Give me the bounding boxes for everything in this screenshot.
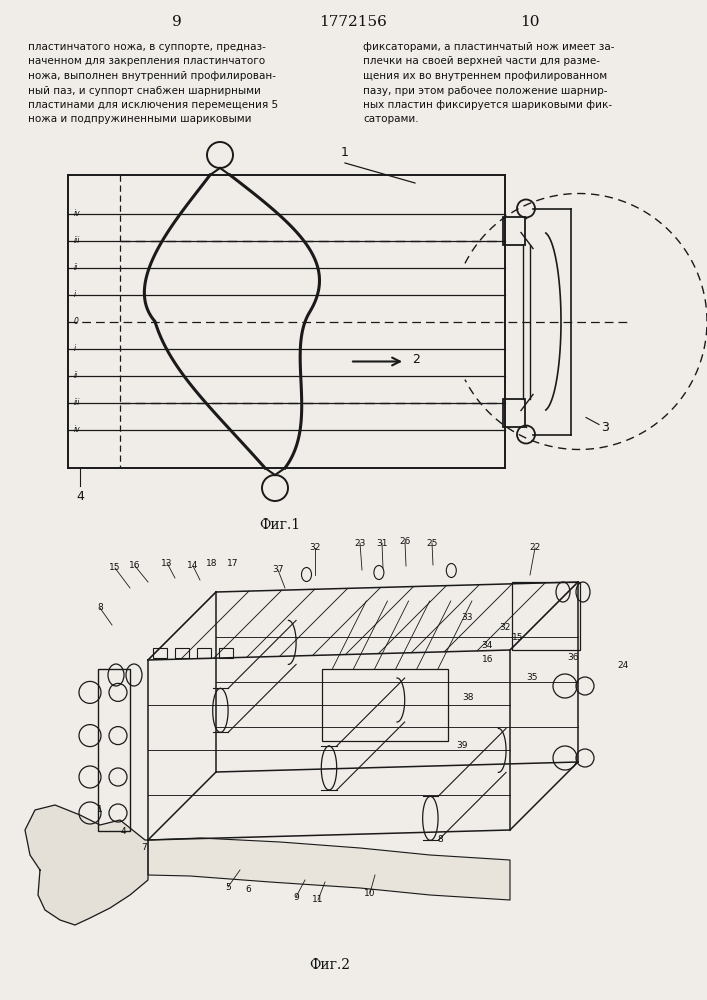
Bar <box>503 398 525 426</box>
Text: ii: ii <box>74 263 78 272</box>
Text: 15: 15 <box>513 633 524 642</box>
Bar <box>512 582 580 650</box>
Text: 1: 1 <box>341 146 349 159</box>
Text: 14: 14 <box>187 562 199 570</box>
Text: 16: 16 <box>129 562 141 570</box>
Bar <box>219 648 233 658</box>
Text: iv: iv <box>74 209 81 218</box>
Text: 13: 13 <box>161 558 173 568</box>
Text: 31: 31 <box>376 538 387 548</box>
Text: 33: 33 <box>461 613 473 622</box>
Text: 37: 37 <box>272 566 284 574</box>
Text: 8: 8 <box>437 836 443 844</box>
Text: 38: 38 <box>462 694 474 702</box>
Text: 23: 23 <box>354 538 366 548</box>
Text: 6: 6 <box>245 884 251 894</box>
Bar <box>197 648 211 658</box>
Text: 3: 3 <box>601 421 609 434</box>
Text: 26: 26 <box>399 538 411 546</box>
Bar <box>175 648 189 658</box>
Text: 34: 34 <box>481 641 493 650</box>
Text: 39: 39 <box>456 740 468 750</box>
Text: 5: 5 <box>225 882 231 892</box>
Text: 35: 35 <box>526 674 538 682</box>
Text: ii: ii <box>74 371 78 380</box>
Text: пазу, при этом рабочее положение шарнир-: пазу, при этом рабочее положение шарнир- <box>363 86 607 96</box>
Text: наченном для закрепления пластинчатого: наченном для закрепления пластинчатого <box>28 56 265 66</box>
Text: 16: 16 <box>482 656 493 664</box>
Text: 1772156: 1772156 <box>319 15 387 29</box>
Text: плечки на своей верхней части для разме-: плечки на своей верхней части для разме- <box>363 56 600 66</box>
Text: 17: 17 <box>227 558 239 568</box>
Text: 2: 2 <box>412 353 420 366</box>
Polygon shape <box>25 805 148 925</box>
Text: i: i <box>74 344 76 353</box>
Text: пластинчатого ножа, в суппорте, предназ-: пластинчатого ножа, в суппорте, предназ- <box>28 42 266 52</box>
Bar <box>322 669 448 741</box>
Text: 15: 15 <box>110 564 121 572</box>
Text: 0: 0 <box>74 317 79 326</box>
Text: щения их во внутреннем профилированном: щения их во внутреннем профилированном <box>363 71 607 81</box>
Text: 32: 32 <box>310 544 321 552</box>
Text: Фиг.1: Фиг.1 <box>259 518 300 532</box>
Text: 24: 24 <box>617 660 629 670</box>
Text: ножа и подпружиненными шариковыми: ножа и подпружиненными шариковыми <box>28 114 252 124</box>
Text: iv: iv <box>74 425 81 434</box>
Text: ножа, выполнен внутренний профилирован-: ножа, выполнен внутренний профилирован- <box>28 71 276 81</box>
Text: пластинами для исключения перемещения 5: пластинами для исключения перемещения 5 <box>28 100 278 110</box>
Text: Фиг.2: Фиг.2 <box>310 958 351 972</box>
Text: 18: 18 <box>206 560 218 568</box>
Text: 10: 10 <box>520 15 539 29</box>
Text: 10: 10 <box>364 888 375 898</box>
Bar <box>98 669 130 831</box>
Text: 22: 22 <box>530 544 541 552</box>
Bar <box>153 648 167 658</box>
Text: 9: 9 <box>293 892 299 902</box>
Text: фиксаторами, а пластинчатый нож имеет за-: фиксаторами, а пластинчатый нож имеет за… <box>363 42 614 52</box>
Text: 36: 36 <box>567 654 579 662</box>
Text: 1: 1 <box>97 806 103 814</box>
Text: 9: 9 <box>172 15 182 29</box>
Text: 11: 11 <box>312 896 324 904</box>
Text: iii: iii <box>74 398 81 407</box>
Text: 4: 4 <box>120 828 126 836</box>
Text: 25: 25 <box>426 538 438 548</box>
Text: i: i <box>74 290 76 299</box>
Text: ных пластин фиксируется шариковыми фик-: ных пластин фиксируется шариковыми фик- <box>363 100 612 110</box>
Bar <box>503 217 525 244</box>
Text: 7: 7 <box>141 844 147 852</box>
Text: 4: 4 <box>76 490 84 503</box>
Text: ный паз, и суппорт снабжен шарнирными: ный паз, и суппорт снабжен шарнирными <box>28 86 261 96</box>
Text: 32: 32 <box>499 624 510 633</box>
Text: саторами.: саторами. <box>363 114 419 124</box>
Text: 8: 8 <box>97 603 103 612</box>
Text: iii: iii <box>74 236 81 245</box>
Polygon shape <box>148 838 510 900</box>
